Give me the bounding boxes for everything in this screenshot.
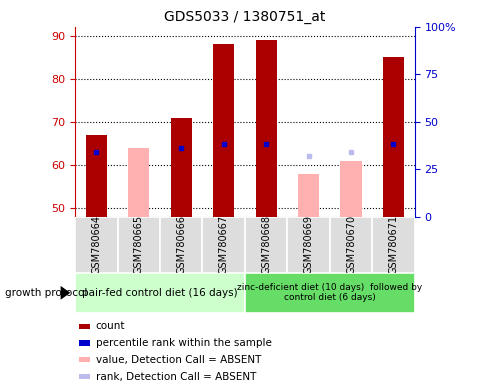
Bar [78,340,90,346]
Bar [78,374,90,379]
Text: GSM780671: GSM780671 [388,215,398,274]
Bar [382,57,403,217]
Text: GSM780666: GSM780666 [176,215,186,274]
Bar [86,135,107,217]
Bar [297,174,318,217]
Bar [117,217,160,273]
Bar [244,273,414,313]
Title: GDS5033 / 1380751_at: GDS5033 / 1380751_at [164,10,325,25]
Text: count: count [95,321,125,331]
Text: zinc-deficient diet (10 days)  followed by
control diet (6 days): zinc-deficient diet (10 days) followed b… [237,283,422,303]
Bar [202,217,244,273]
Text: GSM780667: GSM780667 [218,215,228,274]
Text: percentile rank within the sample: percentile rank within the sample [95,338,271,348]
Bar [329,217,372,273]
Text: GSM780670: GSM780670 [345,215,355,274]
Bar [340,161,361,217]
Text: pair-fed control diet (16 days): pair-fed control diet (16 days) [82,288,237,298]
Bar [75,273,244,313]
Bar [78,323,90,329]
Text: value, Detection Call = ABSENT: value, Detection Call = ABSENT [95,355,260,365]
Bar [78,357,90,362]
Bar [287,217,329,273]
Bar [75,217,117,273]
Bar [255,40,276,217]
Text: rank, Detection Call = ABSENT: rank, Detection Call = ABSENT [95,372,256,382]
Bar [372,217,414,273]
Text: GSM780664: GSM780664 [91,215,101,274]
Bar [212,44,234,217]
Text: GSM780668: GSM780668 [260,215,271,274]
Bar [160,217,202,273]
Bar [128,148,149,217]
Text: GSM780669: GSM780669 [303,215,313,274]
Text: GSM780665: GSM780665 [134,215,144,274]
Bar [170,118,192,217]
Polygon shape [60,286,70,300]
Text: growth protocol: growth protocol [5,288,87,298]
Bar [244,217,287,273]
